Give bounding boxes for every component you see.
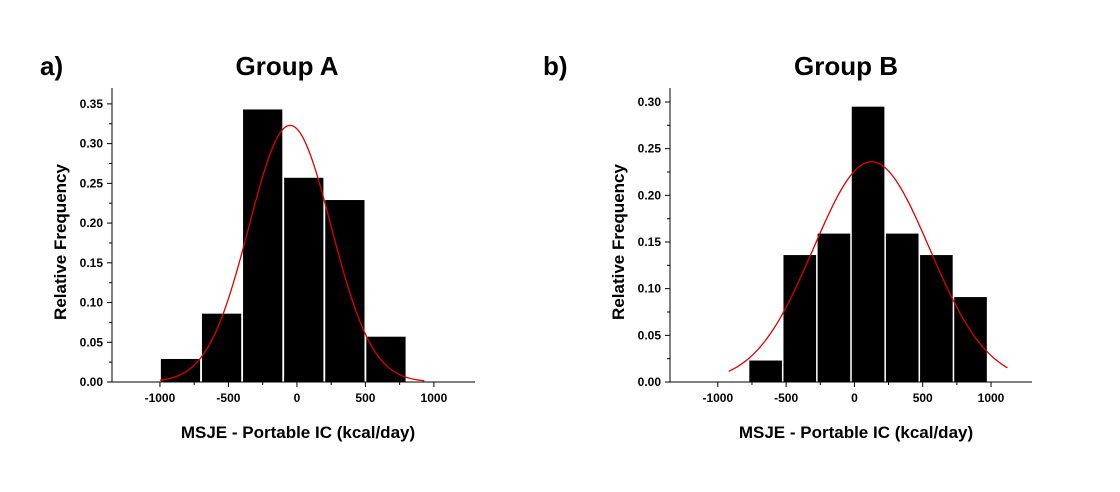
y-tick-label: 0.00 — [638, 375, 662, 389]
histogram-bar-2 — [243, 109, 283, 383]
panel-a: a) Group A Relative Frequency MSJE - Por… — [40, 51, 475, 442]
y-tick-label: 0.05 — [80, 335, 104, 349]
y-tick-label: 0.30 — [80, 137, 104, 151]
y-tick-label: 0.35 — [80, 97, 104, 111]
histogram-bar-1 — [783, 255, 817, 382]
normal-fit-curve — [728, 161, 1008, 372]
y-tick-label: 0.10 — [80, 296, 104, 310]
panel-label-b: b) — [543, 51, 568, 81]
x-tick-label: -1000 — [145, 391, 176, 405]
x-tick-label: 1000 — [421, 391, 448, 405]
y-tick-label: 0.20 — [80, 216, 104, 230]
histogram-bar-0 — [160, 358, 201, 382]
histogram-bar-0 — [749, 360, 782, 382]
x-tick-label: 0 — [294, 391, 301, 405]
y-tick-label: 0.25 — [80, 176, 104, 190]
histogram-bar-6 — [954, 297, 987, 382]
y-axis-label-a: Relative Frequency — [51, 164, 70, 320]
chart-title-a: Group A — [235, 51, 338, 81]
y-tick-label: 0.10 — [638, 282, 662, 296]
chart-title-b: Group B — [794, 51, 898, 81]
y-tick-label: 0.15 — [638, 235, 662, 249]
plot-area-b: 0.00 0.05 0.10 0.15 0.20 0.25 0.30 -1000 -500 0 50… — [638, 88, 1032, 405]
histogram-bar-4 — [885, 233, 919, 382]
x-tick-label: 500 — [355, 391, 375, 405]
plot-area-a: 0.00 0.05 0.10 0.15 0.20 0.25 0.30 0.35 -1000 -50… — [80, 88, 475, 405]
y-axis-label-b: Relative Frequency — [609, 164, 628, 320]
histogram-bar-3 — [284, 177, 324, 382]
histogram-bar-5 — [920, 255, 953, 382]
normal-fit-curve — [159, 124, 425, 382]
x-tick-label: -1000 — [702, 391, 733, 405]
x-tick-label: 1000 — [978, 391, 1005, 405]
y-tick-label: 0.25 — [638, 142, 662, 156]
x-tick-label: -500 — [774, 391, 798, 405]
x-axis-label-b: MSJE - Portable IC (kcal/day) — [739, 423, 973, 442]
x-tick-label: 500 — [913, 391, 933, 405]
histogram-bar-1 — [201, 313, 242, 382]
y-tick-label: 0.05 — [638, 328, 662, 342]
panel-label-a: a) — [40, 51, 63, 81]
histogram-bar-2 — [817, 233, 851, 382]
panel-b: b) Group B Relative Frequency MSJE - Por… — [543, 51, 1032, 442]
y-tick-label: 0.00 — [80, 375, 104, 389]
x-tick-label: -500 — [216, 391, 240, 405]
x-axis-label-a: MSJE - Portable IC (kcal/day) — [181, 423, 415, 442]
histogram-bar-3 — [851, 106, 885, 383]
x-tick-label: 0 — [851, 391, 858, 405]
y-tick-label: 0.30 — [638, 95, 662, 109]
y-tick-label: 0.20 — [638, 188, 662, 202]
y-tick-label: 0.15 — [80, 256, 104, 270]
